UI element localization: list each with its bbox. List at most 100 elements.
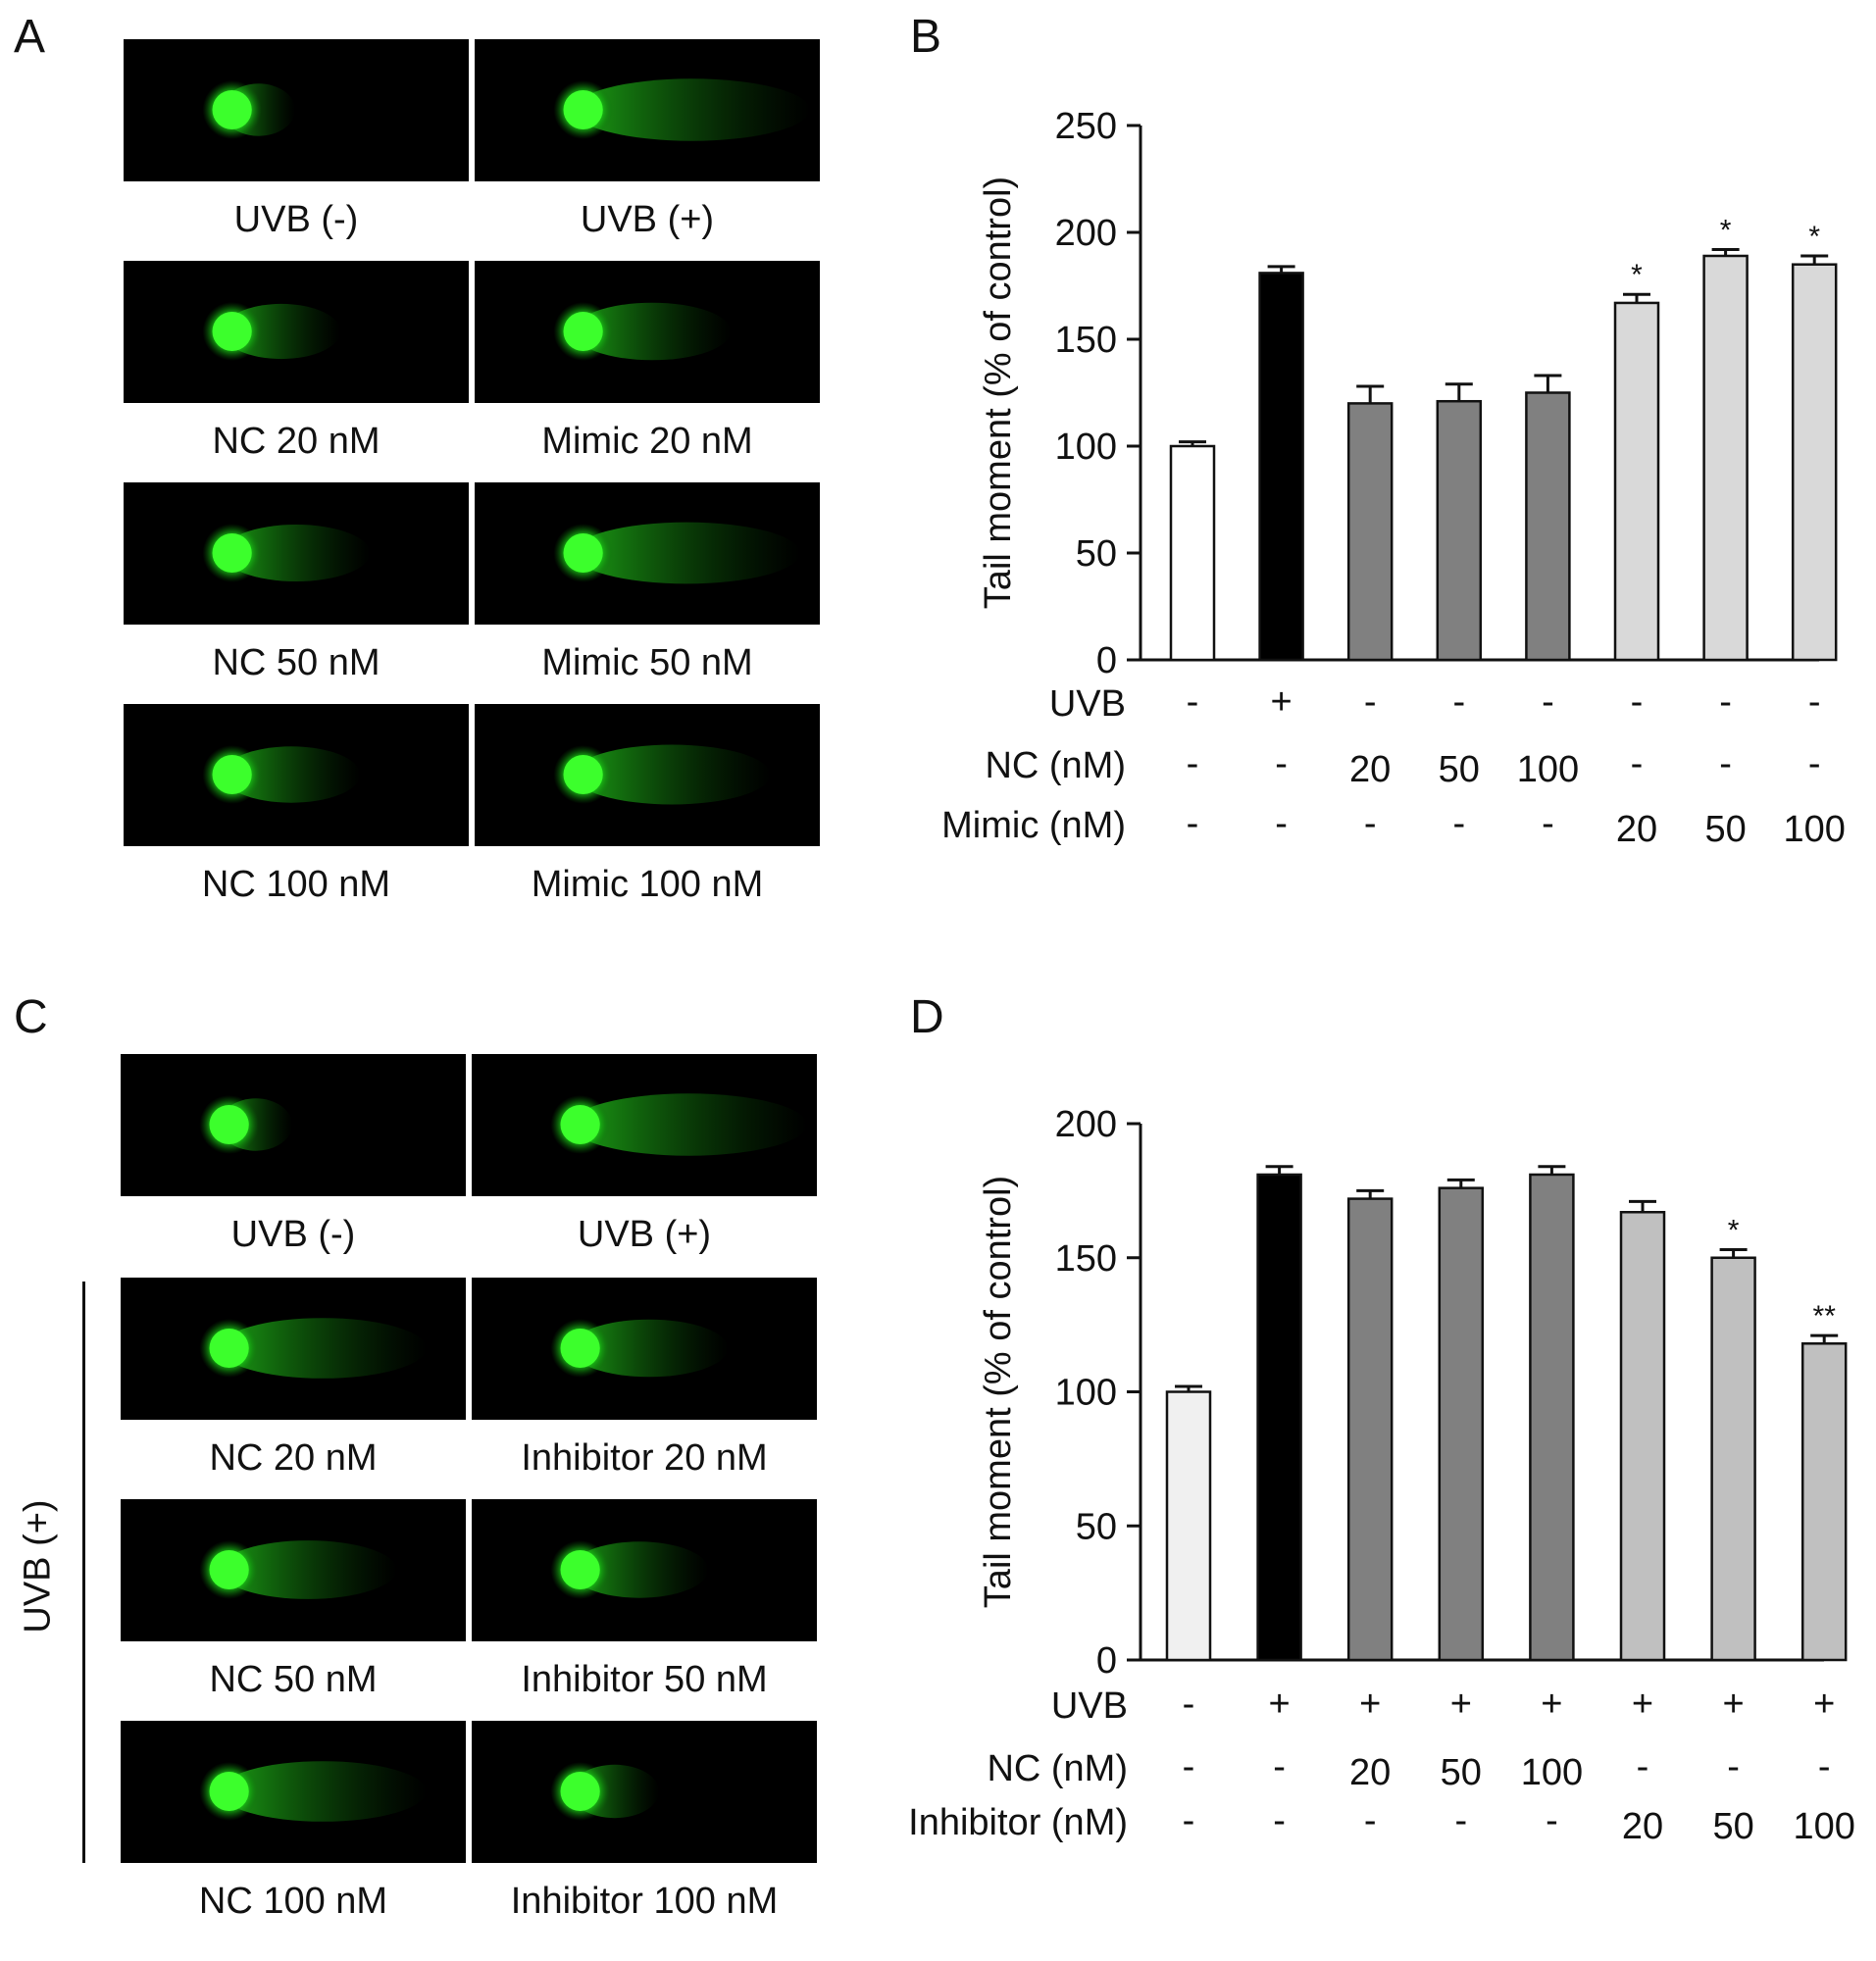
y-axis-label-d: Tail moment (% of control) — [978, 1176, 1019, 1608]
caption-mimic-50-nm: Mimic 50 nM — [541, 642, 753, 683]
bar-d-1 — [1256, 1173, 1302, 1662]
comet-image-nc-20-nm — [121, 1278, 466, 1420]
condition-value-uvb-1: + — [1270, 681, 1292, 723]
condition-label-mimic-nm: Mimic (nM) — [941, 805, 1126, 846]
y-axis-label-b: Tail moment (% of control) — [978, 176, 1019, 609]
significance-marker-b-5: * — [1631, 259, 1643, 291]
bar-d-7 — [1800, 1342, 1848, 1662]
condition-value-uvb-4: + — [1541, 1684, 1562, 1725]
condition-value-uvb-6: - — [1719, 681, 1732, 723]
y-tick-label-b: 200 — [1055, 213, 1117, 254]
condition-value-nc-nm-2: 20 — [1349, 1752, 1391, 1793]
bar-b-4 — [1525, 391, 1571, 662]
comet-image-uvb — [121, 1054, 466, 1196]
y-tick-label-d: 150 — [1055, 1238, 1117, 1280]
condition-value-uvb-2: - — [1364, 681, 1377, 723]
comet-image-inhibitor-20-nm — [472, 1278, 817, 1420]
bar-b-2 — [1346, 402, 1394, 662]
bar-d-4 — [1529, 1173, 1575, 1662]
comet-image-mimic-100-nm — [475, 704, 820, 846]
panel-letter-a: A — [14, 11, 46, 63]
condition-value-nc-nm-4: 100 — [1517, 749, 1579, 790]
caption-mimic-100-nm: Mimic 100 nM — [531, 864, 764, 905]
condition-value-inhibitor-nm-1: - — [1273, 1800, 1286, 1841]
condition-value-inhibitor-nm-0: - — [1183, 1800, 1195, 1841]
condition-value-inhibitor-nm-6: 50 — [1712, 1806, 1753, 1847]
condition-value-nc-nm-7: - — [1808, 743, 1821, 784]
condition-label-uvb: UVB — [1049, 683, 1126, 725]
comet-image-uvb — [472, 1054, 817, 1196]
y-tick-label-d: 200 — [1055, 1104, 1117, 1145]
caption-inhibitor-100-nm: Inhibitor 100 nM — [510, 1881, 779, 1922]
comet-image-mimic-20-nm — [475, 261, 820, 403]
bar-d-6 — [1710, 1256, 1756, 1662]
bar-chart-b: 0 50 100 150 200 250 Tail moment (% of control… — [941, 106, 1846, 850]
caption-inhibitor-20-nm: Inhibitor 20 nM — [521, 1437, 768, 1479]
caption-inhibitor-50-nm: Inhibitor 50 nM — [521, 1659, 768, 1700]
bar-d-0 — [1165, 1390, 1212, 1662]
panel-letter-c: C — [14, 991, 48, 1043]
comet-image-nc-100-nm — [121, 1721, 466, 1863]
condition-value-nc-nm-1: - — [1275, 743, 1288, 784]
condition-value-nc-nm-5: - — [1631, 743, 1644, 784]
uvb-bracket-line — [82, 1282, 85, 1863]
comet-image-nc-50-nm — [124, 482, 469, 625]
bar-d-5 — [1619, 1211, 1666, 1662]
condition-value-nc-nm-2: 20 — [1349, 749, 1391, 790]
condition-value-mimic-nm-5: 20 — [1616, 809, 1657, 850]
caption-nc-20-nm: NC 20 nM — [209, 1437, 378, 1479]
y-tick-label-b: 0 — [1096, 640, 1117, 681]
y-tick-label-d: 100 — [1055, 1373, 1117, 1414]
significance-marker-d-6: * — [1728, 1215, 1740, 1247]
condition-value-nc-nm-1: - — [1273, 1746, 1286, 1787]
condition-value-mimic-nm-7: 100 — [1783, 809, 1845, 850]
panel-letter-b: B — [910, 11, 942, 63]
condition-value-uvb-5: - — [1631, 681, 1644, 723]
caption-nc-50-nm: NC 50 nM — [212, 642, 380, 683]
y-tick-label-b: 50 — [1076, 533, 1117, 575]
condition-value-uvb-0: - — [1187, 681, 1199, 723]
condition-value-uvb-1: + — [1268, 1684, 1290, 1725]
condition-value-uvb-7: - — [1808, 681, 1821, 723]
comet-image-nc-50-nm — [121, 1499, 466, 1641]
significance-marker-d-7: ** — [1813, 1300, 1837, 1332]
bar-b-6 — [1702, 254, 1749, 662]
condition-label-inhibitor-nm: Inhibitor (nM) — [908, 1802, 1128, 1843]
condition-value-nc-nm-3: 50 — [1441, 1752, 1482, 1793]
condition-value-inhibitor-nm-2: - — [1364, 1800, 1377, 1841]
bar-b-1 — [1258, 272, 1304, 662]
panel-letter-d: D — [910, 991, 944, 1043]
comet-image-inhibitor-100-nm — [472, 1721, 817, 1863]
condition-value-mimic-nm-4: - — [1542, 803, 1554, 844]
condition-value-uvb-3: + — [1450, 1684, 1472, 1725]
condition-value-inhibitor-nm-4: - — [1546, 1800, 1558, 1841]
condition-value-nc-nm-6: - — [1727, 1746, 1740, 1787]
y-tick-label-d: 0 — [1096, 1640, 1117, 1682]
condition-value-uvb-5: + — [1632, 1684, 1653, 1725]
bar-b-7 — [1791, 263, 1838, 662]
y-tick-label-d: 50 — [1076, 1506, 1117, 1547]
condition-value-mimic-nm-0: - — [1187, 803, 1199, 844]
condition-label-uvb: UVB — [1051, 1685, 1128, 1727]
condition-value-inhibitor-nm-7: 100 — [1793, 1806, 1854, 1847]
condition-value-uvb-6: + — [1722, 1684, 1744, 1725]
condition-value-nc-nm-0: - — [1183, 1746, 1195, 1787]
bar-b-0 — [1169, 444, 1216, 662]
condition-value-uvb-2: + — [1359, 1684, 1381, 1725]
comet-image-nc-20-nm — [124, 261, 469, 403]
condition-value-nc-nm-3: 50 — [1439, 749, 1480, 790]
bar-d-2 — [1346, 1197, 1394, 1662]
caption-nc-50-nm: NC 50 nM — [209, 1659, 378, 1700]
condition-value-nc-nm-6: - — [1719, 743, 1732, 784]
bar-d-3 — [1438, 1186, 1485, 1662]
y-tick-label-b: 150 — [1055, 320, 1117, 361]
condition-label-nc-nm: NC (nM) — [987, 1748, 1128, 1789]
condition-value-mimic-nm-6: 50 — [1704, 809, 1746, 850]
condition-value-inhibitor-nm-3: - — [1454, 1800, 1467, 1841]
condition-value-nc-nm-0: - — [1187, 743, 1199, 784]
condition-value-uvb-4: - — [1542, 681, 1554, 723]
caption-uvb: UVB (-) — [233, 199, 359, 240]
caption-nc-20-nm: NC 20 nM — [212, 421, 380, 462]
significance-marker-b-6: * — [1720, 214, 1732, 246]
